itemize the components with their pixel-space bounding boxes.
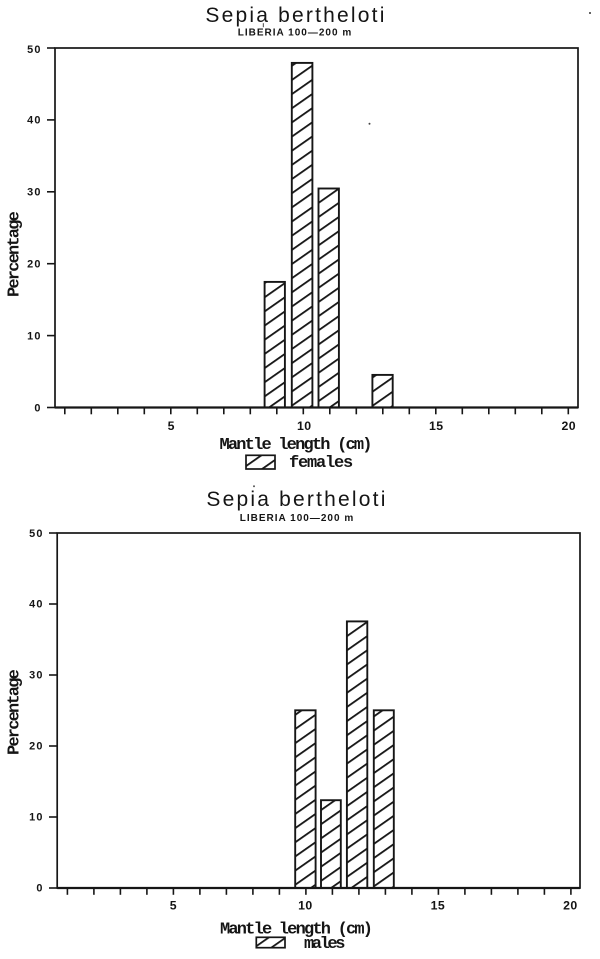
svg-text:Mantle length (cm): Mantle length (cm) [220,921,371,940]
svg-text:Mantle length (cm): Mantle length (cm) [219,436,370,455]
svg-text:30: 30 [29,670,43,682]
svg-text:40: 40 [27,115,41,127]
svg-text:10: 10 [298,899,312,913]
svg-text:15: 15 [429,419,443,433]
svg-text:20: 20 [29,741,43,753]
svg-text:15: 15 [431,899,445,913]
svg-text:LIBERIA 100—200 m: LIBERIA 100—200 m [240,513,354,524]
svg-text:5: 5 [170,899,177,913]
svg-text:0: 0 [34,402,41,414]
svg-text:Sepia bertheloti: Sepia bertheloti [205,4,386,27]
svg-text:Percentage: Percentage [6,669,25,755]
svg-text:20: 20 [563,899,577,913]
svg-text:50: 50 [29,528,43,540]
svg-text:0: 0 [36,883,43,895]
svg-text:30: 30 [27,187,41,199]
svg-text:50: 50 [27,44,41,56]
svg-text:40: 40 [29,599,43,611]
svg-text:10: 10 [297,419,311,433]
svg-text:10: 10 [29,812,43,824]
svg-text:20: 20 [562,419,576,433]
svg-text:LIBERIA 100—200 m: LIBERIA 100—200 m [238,28,352,39]
svg-text:females: females [289,454,353,473]
svg-text:10: 10 [27,330,41,342]
svg-text:males: males [304,935,345,954]
svg-text:5: 5 [168,419,175,433]
svg-text:Sepia bertheloti: Sepia bertheloti [206,488,387,511]
svg-text:Percentage: Percentage [6,211,25,297]
svg-text:20: 20 [27,259,41,271]
